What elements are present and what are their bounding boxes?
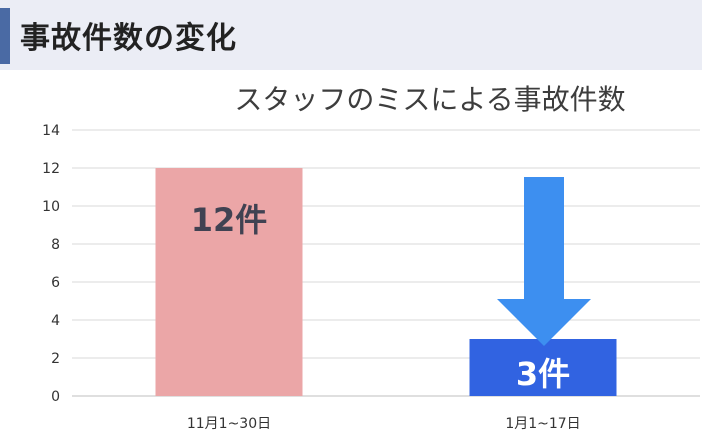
y-axis-ticks: 0 2 4 6 8 10 12 14	[42, 123, 60, 405]
page-title: 事故件数の変化	[20, 21, 237, 56]
y-tick-label: 6	[51, 275, 60, 291]
y-tick-label: 2	[51, 351, 60, 367]
y-tick-label: 4	[51, 313, 60, 329]
x-tick-label: 11月1~30日	[187, 416, 271, 432]
data-labels: 12件 3件	[191, 201, 570, 393]
chart-title: スタッフのミスによる事故件数	[234, 83, 626, 116]
data-label: 3件	[516, 355, 570, 393]
bar-1	[155, 168, 303, 396]
bar-2	[469, 339, 617, 396]
y-tick-label: 8	[51, 237, 60, 253]
x-tick-label: 1月1~17日	[505, 416, 580, 432]
data-label: 12件	[191, 201, 268, 239]
chart-bars	[155, 168, 617, 396]
down-arrow-icon	[497, 177, 591, 346]
y-tick-label: 0	[51, 389, 60, 405]
decrease-arrow	[497, 177, 591, 346]
header-accent-bar	[0, 8, 10, 64]
x-axis-ticks: 11月1~30日 1月1~17日	[187, 416, 581, 432]
y-tick-label: 14	[42, 123, 60, 139]
y-tick-label: 12	[42, 161, 60, 177]
y-tick-label: 10	[42, 199, 60, 215]
page-header: 事故件数の変化	[0, 0, 702, 70]
